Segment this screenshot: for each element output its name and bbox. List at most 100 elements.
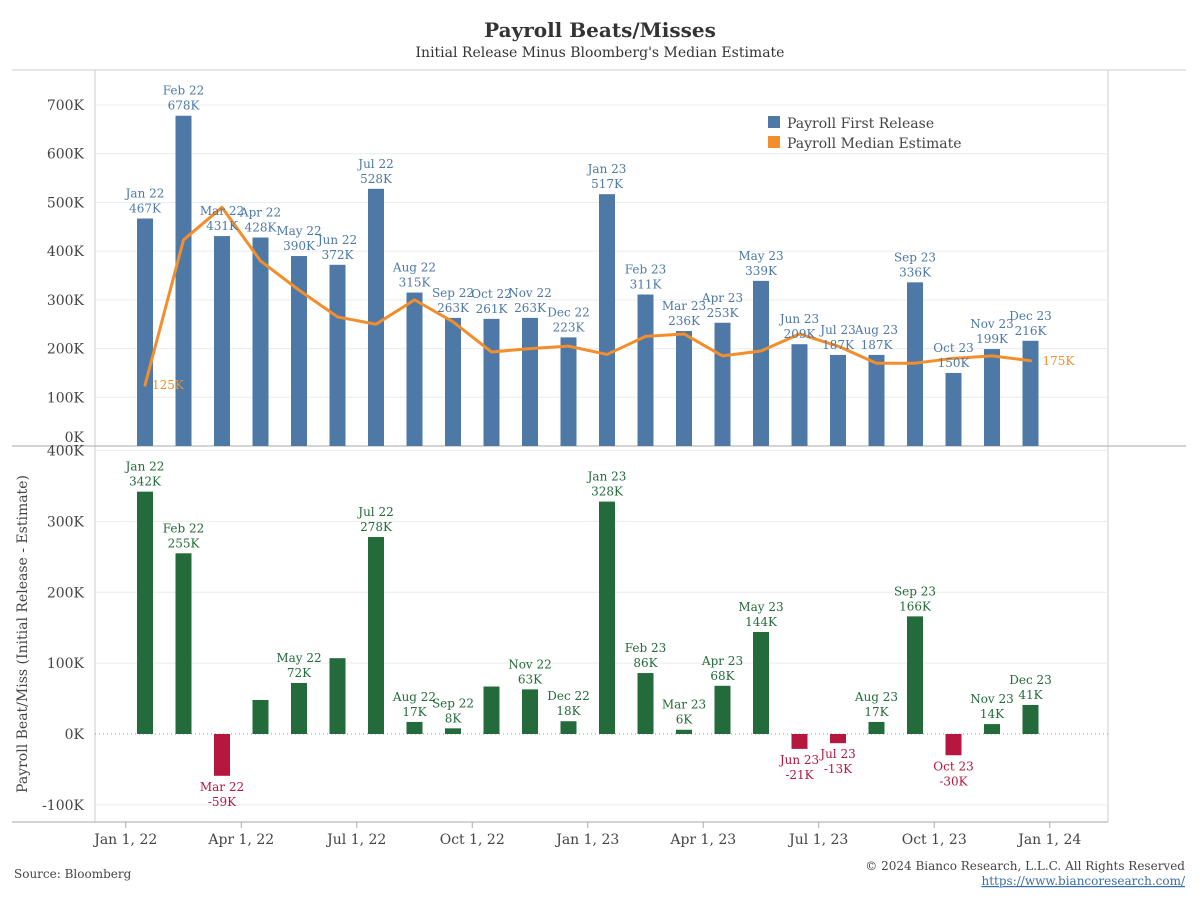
- beat-value-label: 86K: [633, 656, 658, 670]
- bottom-y-tick-label: -100K: [42, 798, 84, 814]
- miss-month-label: Jun 23: [778, 753, 819, 767]
- release-bar-value-label: 253K: [707, 306, 740, 320]
- beat-bar: [907, 616, 923, 734]
- top-y-tick-label: 700K: [47, 98, 85, 114]
- beat-miss-bars: [137, 491, 1039, 776]
- release-bar: [599, 194, 615, 446]
- source-note: Source: Bloomberg: [14, 867, 132, 881]
- beat-month-label: May 23: [738, 600, 783, 614]
- legend-swatch-estimate: [768, 136, 780, 148]
- release-bar-value-label: 187K: [861, 338, 894, 352]
- release-bar: [137, 218, 153, 446]
- x-tick-label: Apr 1, 23: [669, 832, 736, 848]
- beat-month-label: Nov 23: [970, 692, 1014, 706]
- release-bar-month-label: Sep 23: [894, 250, 936, 264]
- beat-value-label: 342K: [129, 475, 162, 489]
- release-bar: [406, 292, 423, 446]
- release-bar: [945, 372, 962, 446]
- release-bar-month-label: Apr 23: [701, 291, 743, 305]
- release-bar-month-label: Mar 22: [200, 204, 244, 218]
- top-y-tick-label: 600K: [47, 147, 85, 163]
- release-bar-value-label: 372K: [322, 248, 355, 262]
- legend-label-estimate: Payroll Median Estimate: [787, 136, 962, 152]
- legend-swatch-release: [768, 116, 780, 128]
- release-bar-month-label: May 22: [276, 224, 321, 238]
- release-bar: [483, 318, 500, 446]
- release-bar-month-label: Feb 23: [625, 263, 667, 277]
- x-tick-label: Jan 1, 22: [92, 832, 157, 848]
- beat-bar: [445, 728, 461, 734]
- release-bar: [560, 337, 577, 446]
- release-bar-month-label: Oct 23: [933, 341, 973, 355]
- beat-bar: [483, 686, 500, 734]
- beat-value-label: 17K: [864, 705, 889, 719]
- bottom-y-tick-label: 200K: [47, 585, 85, 601]
- miss-bar: [945, 734, 962, 756]
- top-y-tick-label: 400K: [47, 244, 85, 260]
- beat-bar: [406, 721, 423, 734]
- miss-bar: [214, 734, 230, 776]
- release-bar: [214, 236, 230, 446]
- release-bar-month-label: Jul 23: [818, 323, 855, 337]
- release-bar-value-label: 236K: [668, 314, 701, 328]
- beat-bar: [291, 682, 307, 734]
- miss-value-label: -13K: [824, 762, 853, 776]
- release-bar-value-label: 431K: [206, 219, 239, 233]
- beat-bar: [676, 729, 692, 734]
- beat-value-label: 17K: [402, 705, 427, 719]
- bottom-y-tick-label: 300K: [47, 514, 85, 530]
- release-bar: [714, 322, 731, 446]
- release-bar: [868, 354, 885, 446]
- beat-month-label: Aug 22: [392, 690, 436, 704]
- x-tick-label: Apr 1, 22: [207, 832, 274, 848]
- release-bar-value-label: 209K: [784, 327, 817, 341]
- beat-value-label: 328K: [591, 485, 624, 499]
- beat-month-label: Jan 23: [586, 470, 627, 484]
- release-bar: [368, 188, 384, 446]
- beat-bar: [984, 724, 1000, 734]
- top-y-tick-label: 100K: [47, 390, 85, 406]
- release-bar-month-label: Nov 22: [508, 286, 552, 300]
- beat-value-label: 6K: [676, 713, 694, 727]
- miss-month-label: Oct 23: [933, 759, 973, 773]
- miss-month-label: Mar 22: [200, 780, 244, 794]
- beat-month-label: Aug 23: [854, 690, 898, 704]
- x-tick-label: Oct 1, 23: [902, 832, 967, 848]
- release-bar-value-label: 150K: [938, 356, 971, 370]
- x-tick-label: Jul 1, 23: [787, 832, 848, 848]
- release-bar-month-label: Nov 23: [970, 317, 1014, 331]
- x-tick-label: Jan 1, 23: [554, 832, 619, 848]
- release-bar: [984, 349, 1000, 446]
- x-tick-label: Jul 1, 22: [325, 832, 386, 848]
- miss-month-label: Jul 23: [818, 747, 855, 761]
- release-bar-value-label: 517K: [591, 177, 624, 191]
- release-bar-month-label: Aug 23: [854, 323, 898, 337]
- beat-bar: [252, 699, 269, 734]
- website-link[interactable]: https://www.biancoresearch.com/: [981, 874, 1185, 888]
- beat-bar: [560, 721, 577, 734]
- beat-month-label: Sep 23: [894, 584, 936, 598]
- miss-value-label: -30K: [939, 774, 968, 788]
- release-bar-month-label: Mar 23: [662, 299, 706, 313]
- release-bar-month-label: Feb 22: [163, 84, 205, 98]
- release-bar: [252, 237, 269, 446]
- beat-value-label: 72K: [287, 666, 312, 680]
- release-bar: [637, 294, 654, 446]
- release-bar-value-label: 216K: [1015, 324, 1048, 338]
- copyright-note: © 2024 Bianco Research, L.L.C. All Right…: [865, 859, 1185, 873]
- miss-bar: [830, 734, 846, 744]
- release-bar-value-label: 223K: [553, 320, 586, 334]
- beat-value-label: 63K: [518, 672, 543, 686]
- beat-bar: [868, 721, 885, 734]
- release-bar-value-label: 187K: [822, 338, 855, 352]
- chart-title: Payroll Beats/Misses: [484, 18, 716, 42]
- beat-value-label: 68K: [710, 669, 735, 683]
- beat-value-label: 166K: [899, 599, 932, 613]
- top-y-tick-label: 300K: [47, 293, 85, 309]
- bottom-y-axis-title: Payroll Beat/Miss (Initial Release - Est…: [15, 475, 31, 793]
- beat-month-label: Feb 23: [625, 641, 667, 655]
- release-bar-value-label: 199K: [976, 332, 1009, 346]
- release-bar-month-label: Apr 22: [239, 206, 281, 220]
